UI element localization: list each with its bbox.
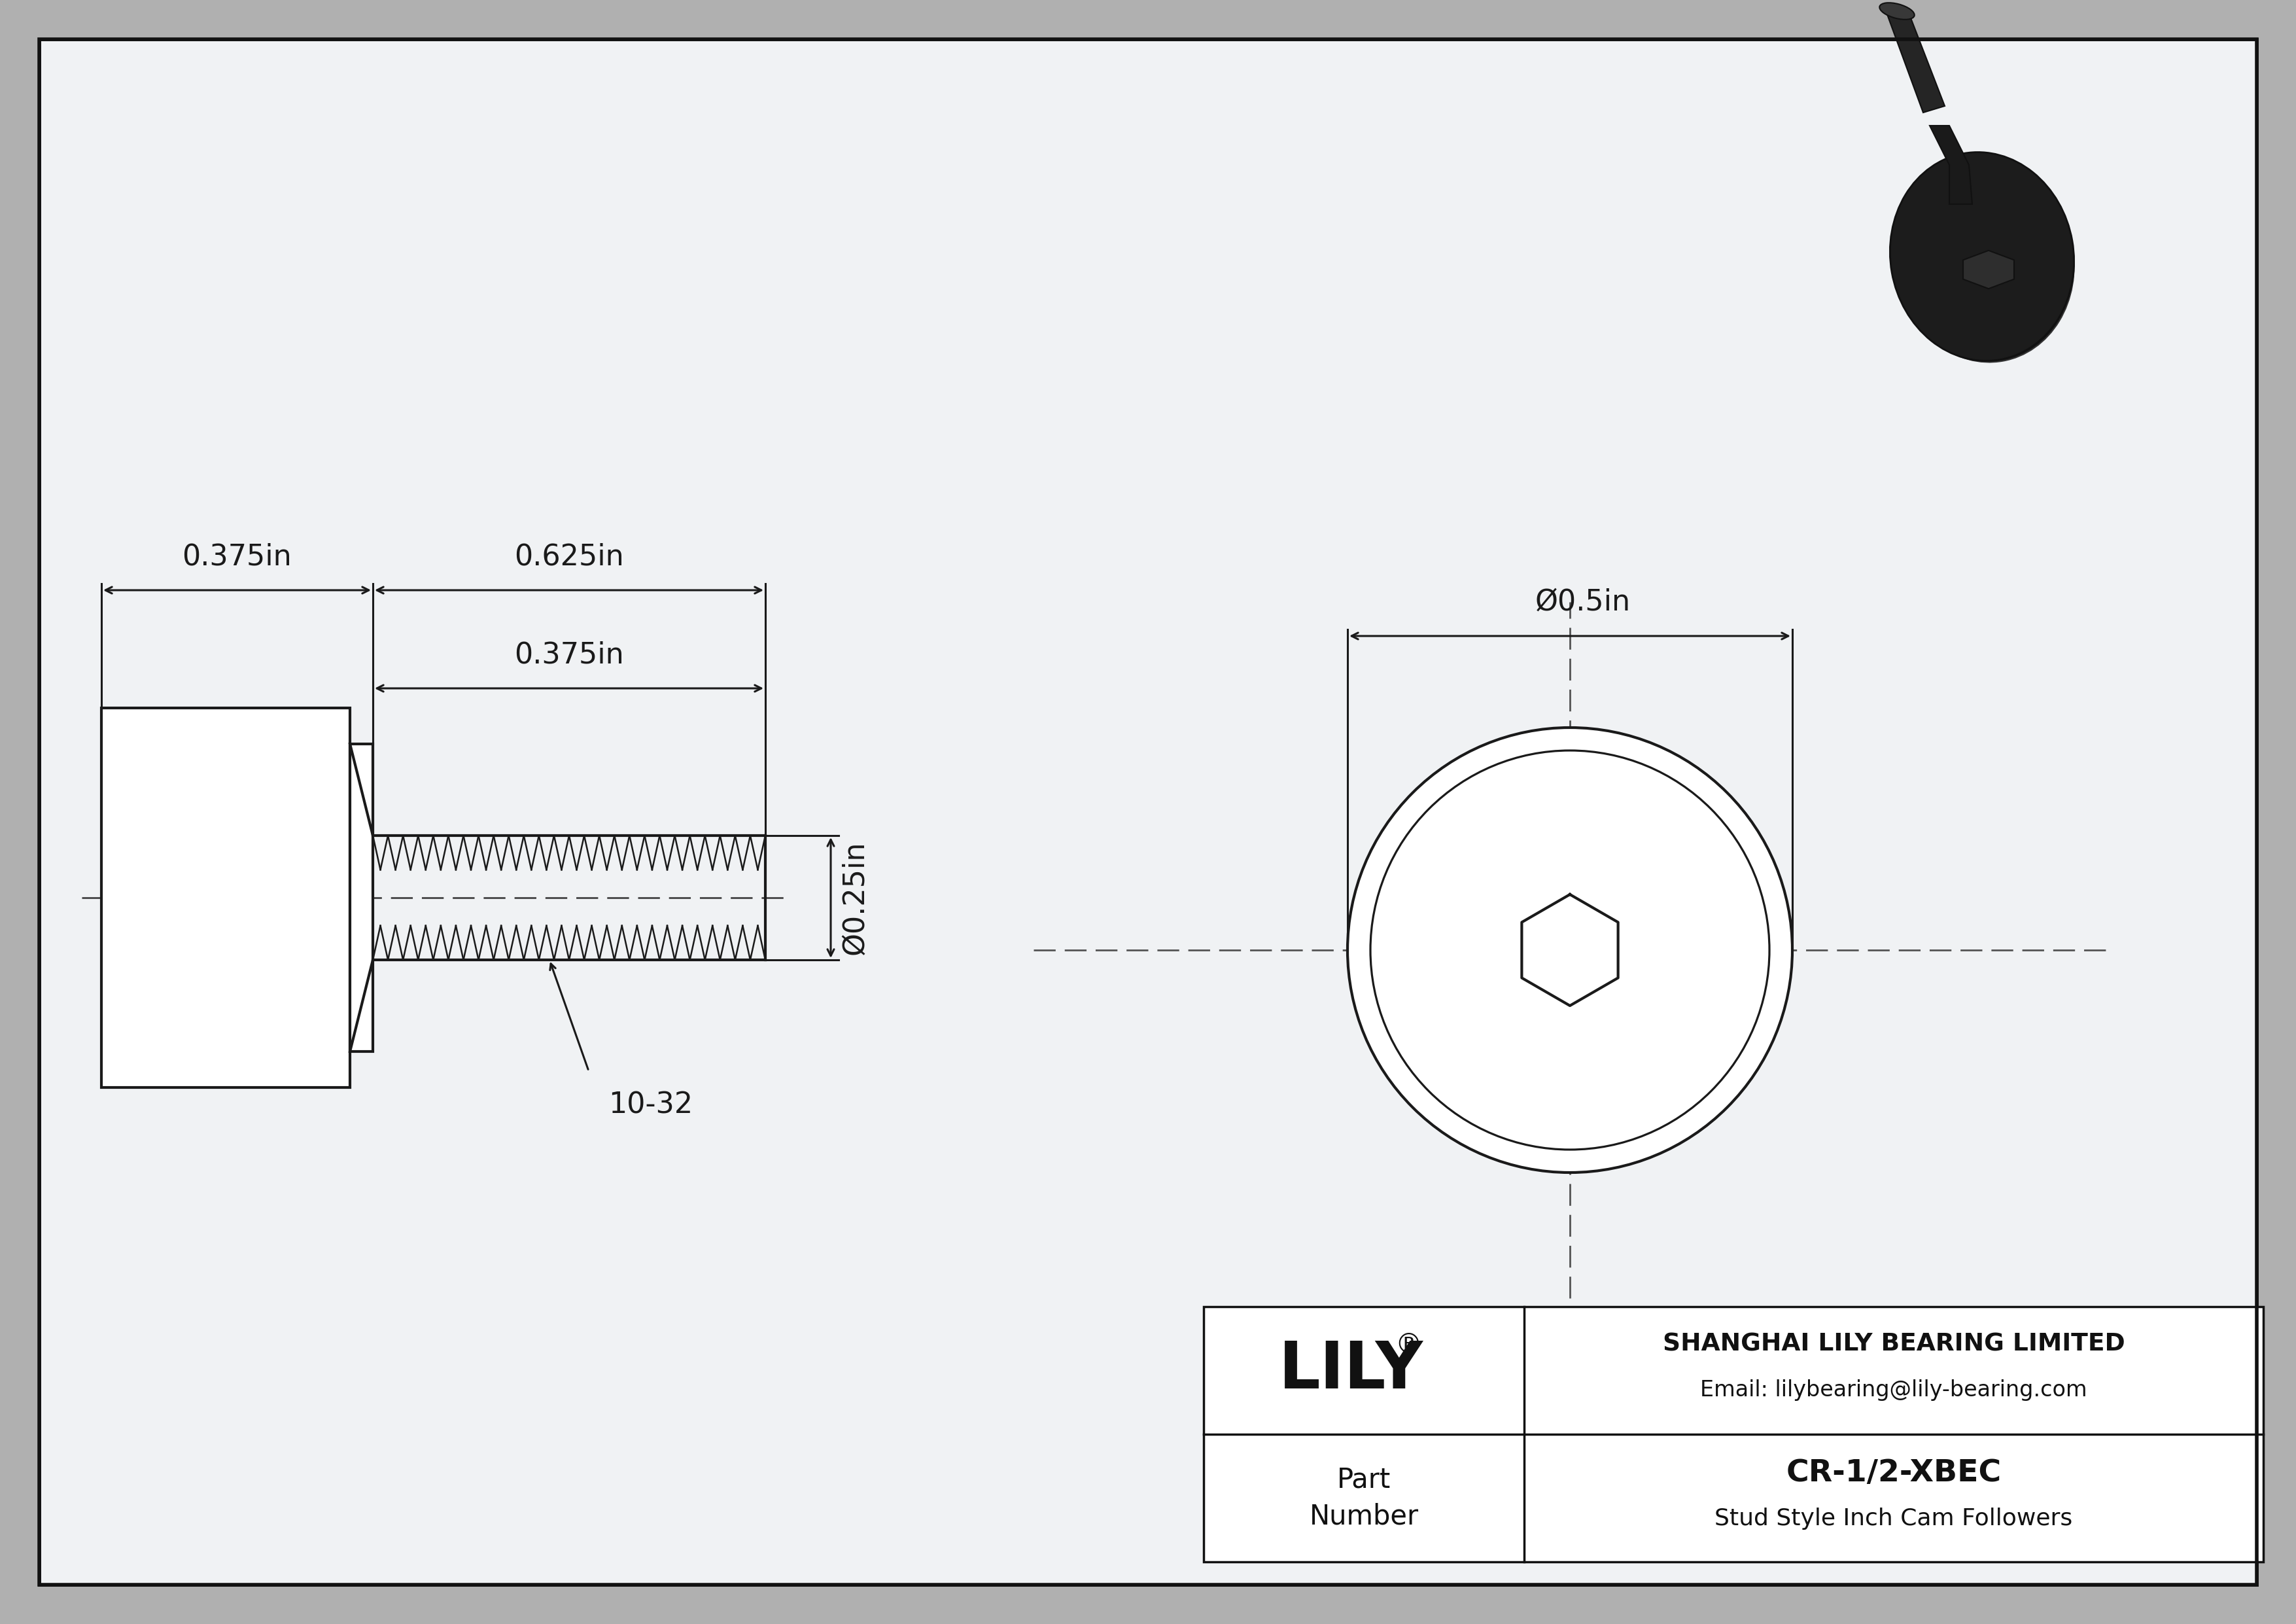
Text: Ø0.5in: Ø0.5in	[1536, 588, 1630, 617]
Text: 0.375in: 0.375in	[181, 542, 292, 570]
Circle shape	[1371, 750, 1770, 1150]
Bar	[101, 708, 349, 1088]
Polygon shape	[1929, 125, 1972, 205]
Text: Part
Number: Part Number	[1309, 1466, 1419, 1530]
Circle shape	[1348, 728, 1793, 1173]
Polygon shape	[1963, 250, 2014, 289]
Ellipse shape	[1896, 161, 2073, 362]
Ellipse shape	[1880, 3, 1915, 19]
Bar	[1203, 1307, 2264, 1562]
Text: 0.375in: 0.375in	[514, 640, 625, 669]
Text: Email: lilybearing@lily-bearing.com: Email: lilybearing@lily-bearing.com	[1701, 1379, 2087, 1402]
Bar	[349, 744, 372, 1051]
Text: Ø0.25in: Ø0.25in	[840, 841, 868, 955]
Text: SHANGHAI LILY BEARING LIMITED: SHANGHAI LILY BEARING LIMITED	[1662, 1333, 2124, 1356]
Text: 0.625in: 0.625in	[514, 542, 625, 570]
Text: LILY: LILY	[1279, 1338, 1424, 1402]
Text: 10-32: 10-32	[608, 1091, 693, 1119]
Ellipse shape	[1890, 153, 2073, 361]
Text: CR-1/2-XBEC: CR-1/2-XBEC	[1786, 1458, 2002, 1488]
Text: ®: ®	[1394, 1332, 1421, 1359]
Text: Stud Style Inch Cam Followers: Stud Style Inch Cam Followers	[1715, 1507, 2073, 1530]
Polygon shape	[1887, 8, 1945, 112]
